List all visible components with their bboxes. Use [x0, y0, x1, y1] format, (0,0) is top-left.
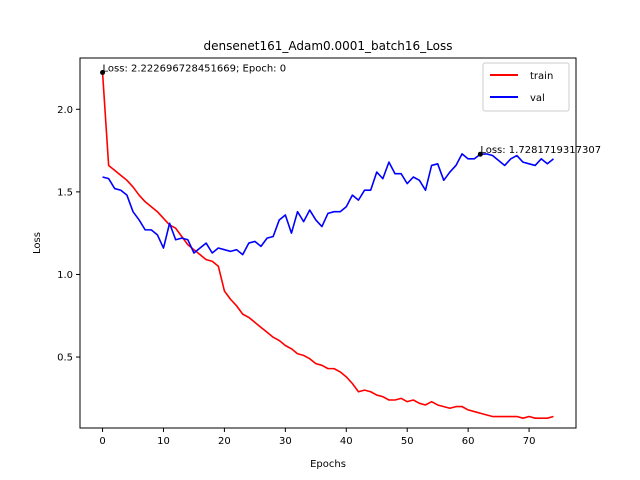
y-tick-label: 2.0 — [57, 105, 73, 116]
x-tick-label: 20 — [218, 436, 231, 447]
x-tick-label: 10 — [157, 436, 170, 447]
y-tick-label: 1.0 — [57, 270, 73, 281]
series-line-val — [102, 153, 554, 256]
legend-label-val: val — [530, 93, 545, 104]
annotation-label-1: Loss: 1.7281719317307 — [480, 145, 601, 156]
x-axis-ticks: 0 10 20 30 40 50 60 70 — [99, 428, 535, 447]
x-tick-label: 70 — [523, 436, 536, 447]
annotation-layer: Loss: 2.222696728451669; Epoch: 0 Loss: 1… — [100, 64, 601, 157]
x-tick-label: 60 — [462, 436, 475, 447]
axes-frame — [79, 57, 577, 429]
annotation-label-0: Loss: 2.222696728451669; Epoch: 0 — [103, 64, 287, 75]
x-tick-label: 30 — [279, 436, 292, 447]
y-tick-label: 1.5 — [57, 187, 73, 198]
series-layer — [101, 72, 554, 419]
legend-label-train: train — [530, 71, 553, 82]
series-line-train — [101, 72, 554, 419]
x-tick-label: 50 — [401, 436, 414, 447]
legend: train val — [482, 62, 570, 112]
x-tick-label: 0 — [99, 436, 105, 447]
y-axis-ticks: 0.5 1.0 1.5 2.0 — [57, 105, 80, 364]
x-axis-label: Epochs — [310, 459, 346, 470]
plot-area: Loss: 2.222696728451669; Epoch: 0 Loss: 1… — [79, 57, 601, 429]
chart-title: densenet161_Adam0.0001_batch16_Loss — [204, 39, 453, 53]
y-axis-label: Loss — [32, 232, 43, 254]
annotation-marker-1 — [477, 151, 483, 157]
annotation-marker-0 — [100, 70, 106, 76]
x-tick-label: 40 — [340, 436, 353, 447]
y-tick-label: 0.5 — [57, 353, 73, 364]
legend-box — [482, 62, 570, 112]
